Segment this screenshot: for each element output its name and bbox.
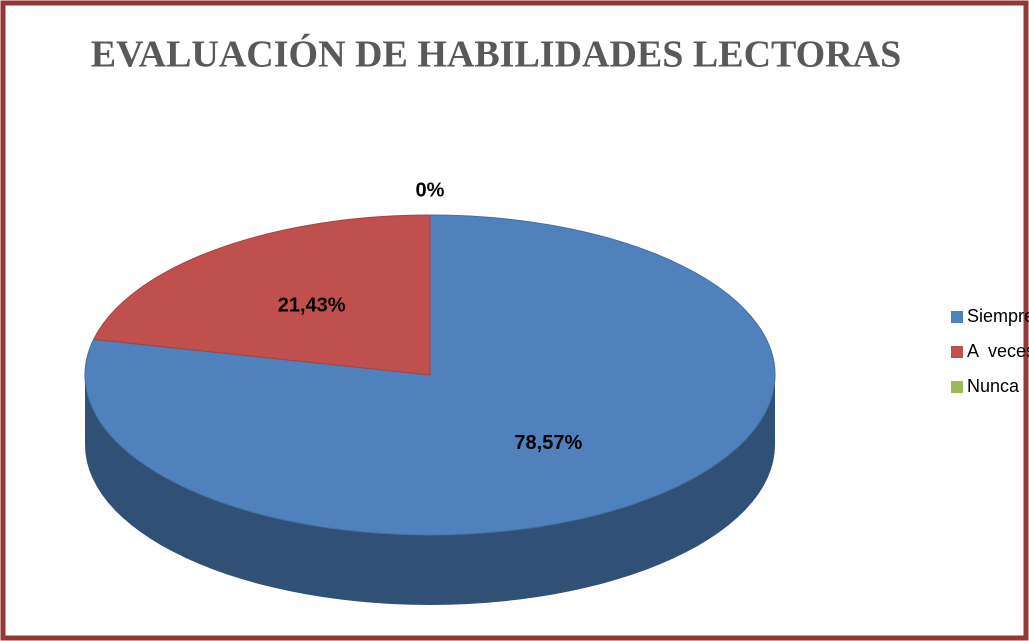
legend-marker (951, 311, 963, 323)
data-label: 0% (416, 179, 445, 201)
data-label: 21,43% (278, 294, 346, 316)
legend-label: Siempre (967, 306, 1029, 326)
legend-marker (951, 346, 963, 358)
legend-label: Nunca (967, 376, 1020, 396)
pie-side (85, 375, 775, 605)
pie-slice (92, 214, 431, 376)
legend-marker (951, 381, 963, 393)
legend-label: A veces (967, 341, 1029, 361)
chart-title: EVALUACIÓN DE HABILIDADES LECTORAS (91, 34, 902, 76)
data-label: 78,57% (514, 432, 582, 454)
pie-slice (84, 214, 776, 536)
